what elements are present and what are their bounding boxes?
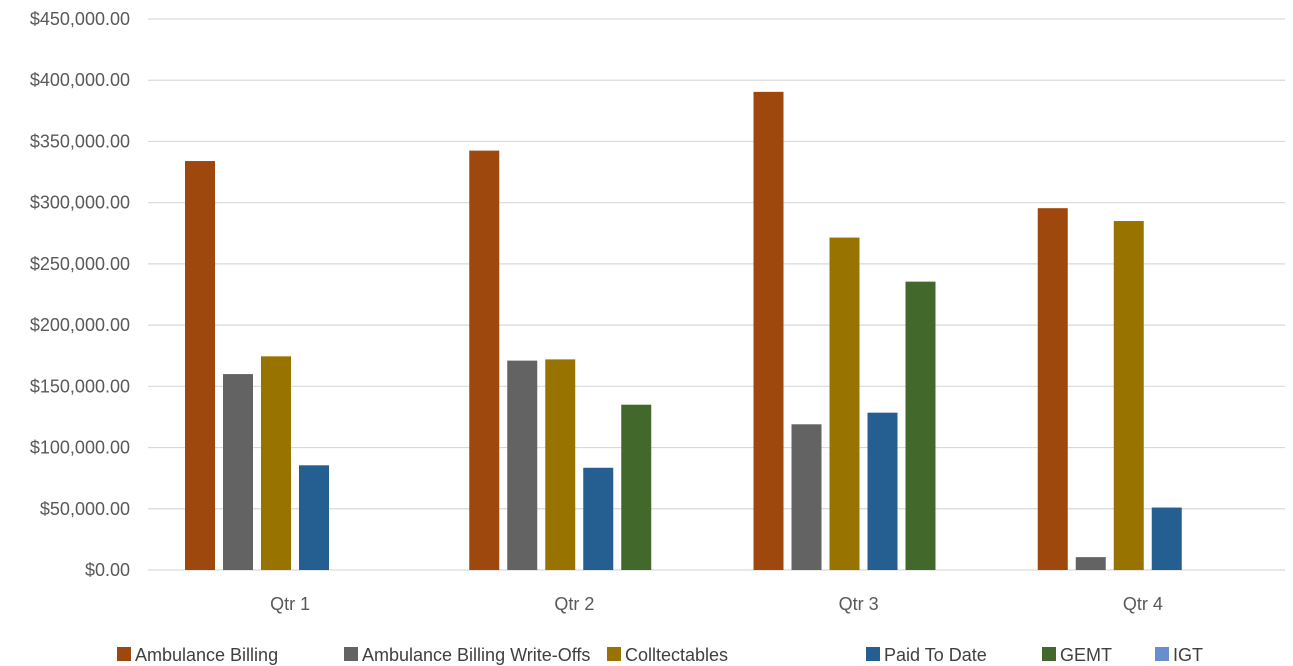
legend-item-ambulance-billing-write-offs: Ambulance Billing Write-Offs xyxy=(344,645,590,665)
bar-ambulance-billing-qtr-3 xyxy=(753,91,784,571)
legend-item-gemt: GEMT xyxy=(1042,645,1112,665)
x-tick-label: Qtr 4 xyxy=(1123,594,1163,614)
bar-colltectables-qtr-1 xyxy=(261,356,291,570)
legend-label: Colltectables xyxy=(625,645,728,665)
bar-paid-to-date-qtr-2 xyxy=(583,467,614,570)
legend-item-igt: IGT xyxy=(1155,645,1203,665)
y-tick-label: $150,000.00 xyxy=(30,376,130,396)
bar-ambulance-billing-write-offs-qtr-4 xyxy=(1075,557,1106,570)
gridlines xyxy=(148,18,1285,571)
y-tick-label: $250,000.00 xyxy=(30,254,130,274)
legend-item-ambulance-billing: Ambulance Billing xyxy=(117,645,278,665)
bars xyxy=(185,91,1182,571)
legend-swatch xyxy=(1155,647,1169,661)
legend: Ambulance Billing Ambulance Billing Write… xyxy=(117,645,1203,665)
bar-paid-to-date-qtr-3 xyxy=(867,412,898,570)
legend-label: Ambulance Billing xyxy=(135,645,278,665)
legend-label: IGT xyxy=(1173,645,1203,665)
bar-ambulance-billing-write-offs-qtr-1 xyxy=(223,374,253,570)
x-tick-label: Qtr 2 xyxy=(554,594,594,614)
bar-ambulance-billing-qtr-4 xyxy=(1037,208,1068,570)
legend-label: Paid To Date xyxy=(884,645,987,665)
legend-item-colltectables: Colltectables xyxy=(607,645,728,665)
bar-colltectables-qtr-4 xyxy=(1113,221,1144,571)
bar-gemt-qtr-3 xyxy=(905,281,936,570)
bar-colltectables-qtr-2 xyxy=(545,359,576,570)
y-tick-label: $50,000.00 xyxy=(40,499,130,519)
legend-label: GEMT xyxy=(1060,645,1112,665)
legend-item-paid-to-date: Paid To Date xyxy=(866,645,987,665)
legend-swatch xyxy=(607,647,621,661)
legend-swatch xyxy=(344,647,358,661)
y-tick-label: $450,000.00 xyxy=(30,9,130,29)
x-tick-label: Qtr 3 xyxy=(839,594,879,614)
bar-ambulance-billing-write-offs-qtr-3 xyxy=(791,424,822,570)
x-axis-tick-labels: Qtr 1 Qtr 2 Qtr 3 Qtr 4 xyxy=(270,594,1163,614)
bar-ambulance-billing-qtr-1 xyxy=(185,161,215,570)
bar-paid-to-date-qtr-1 xyxy=(299,465,329,570)
legend-swatch xyxy=(117,647,131,661)
bar-ambulance-billing-qtr-2 xyxy=(469,150,500,570)
y-tick-label: $100,000.00 xyxy=(30,438,130,458)
x-tick-label: Qtr 1 xyxy=(270,594,310,614)
bar-gemt-qtr-2 xyxy=(621,404,652,570)
legend-swatch xyxy=(866,647,880,661)
legend-swatch xyxy=(1042,647,1056,661)
bar-colltectables-qtr-3 xyxy=(829,237,860,570)
bar-paid-to-date-qtr-4 xyxy=(1151,507,1182,570)
y-axis-tick-labels: $0.00 $50,000.00 $100,000.00 $150,000.00 $20… xyxy=(30,9,130,580)
y-tick-label: $0.00 xyxy=(85,560,130,580)
legend-label: Ambulance Billing Write-Offs xyxy=(362,645,590,665)
y-tick-label: $350,000.00 xyxy=(30,131,130,151)
bar-ambulance-billing-write-offs-qtr-2 xyxy=(507,360,538,570)
y-tick-label: $300,000.00 xyxy=(30,193,130,213)
y-tick-label: $400,000.00 xyxy=(30,70,130,90)
y-tick-label: $200,000.00 xyxy=(30,315,130,335)
